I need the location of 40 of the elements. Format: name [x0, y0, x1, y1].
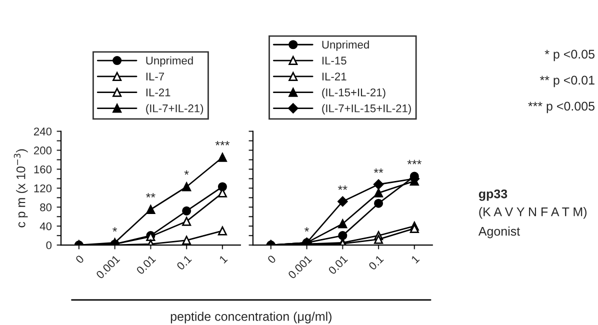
x-tick-label: 0	[267, 254, 276, 264]
y-axis-title: c p m (x 10$^{−3}$)	[14, 149, 28, 228]
y-tick-label: 80	[40, 203, 52, 212]
annotation: *	[184, 170, 189, 175]
y-tick-label: 120	[34, 184, 52, 192]
legend-label: IL-21	[322, 72, 346, 80]
legend-label: IL-15	[322, 56, 346, 65]
legend-label: Unprimed	[146, 56, 193, 67]
x-axis-title: peptide concentration (μg/ml)	[170, 312, 332, 324]
annotation: *	[304, 227, 310, 232]
legend-label: Unprimed	[322, 40, 369, 51]
legend-label: (IL-7+IL-21)	[146, 104, 204, 114]
x-tick-label: 1	[218, 254, 228, 264]
text: *** p <0.005	[528, 102, 594, 114]
annotation: **	[338, 186, 348, 190]
text: (K A V Y N F A T M)	[479, 207, 587, 219]
text: gp33	[478, 189, 508, 201]
x-tick-label: 1	[410, 254, 420, 264]
annotation: **	[146, 193, 156, 198]
text: * p <0.05	[544, 50, 594, 62]
y-tick-label: 40	[40, 222, 52, 230]
y-tick-label: 0	[46, 241, 52, 250]
annotation: ***	[407, 160, 422, 164]
text: ** p <0.01	[540, 76, 594, 88]
y-tick-label: 160	[34, 165, 52, 174]
annotation: *	[112, 227, 118, 232]
y-tick-label: 200	[34, 146, 52, 154]
legend-label: (IL-15+IL-21)	[322, 88, 386, 99]
annotation: ***	[215, 140, 230, 146]
x-tick-label: 0.1	[176, 254, 192, 270]
x-tick-label: 0.01	[136, 254, 156, 275]
annotation: **	[374, 168, 384, 173]
legend-label: IL-7	[146, 72, 164, 80]
x-tick-label: 0	[75, 254, 84, 264]
legend-label: IL-21	[146, 88, 170, 96]
legend-label: (IL-7+IL-15+IL-21)	[322, 104, 411, 114]
x-tick-label: 0.01	[328, 254, 348, 275]
x-tick-label: 0.1	[368, 254, 384, 270]
y-tick-label: 240	[34, 128, 52, 136]
text: Agonist	[478, 226, 520, 238]
